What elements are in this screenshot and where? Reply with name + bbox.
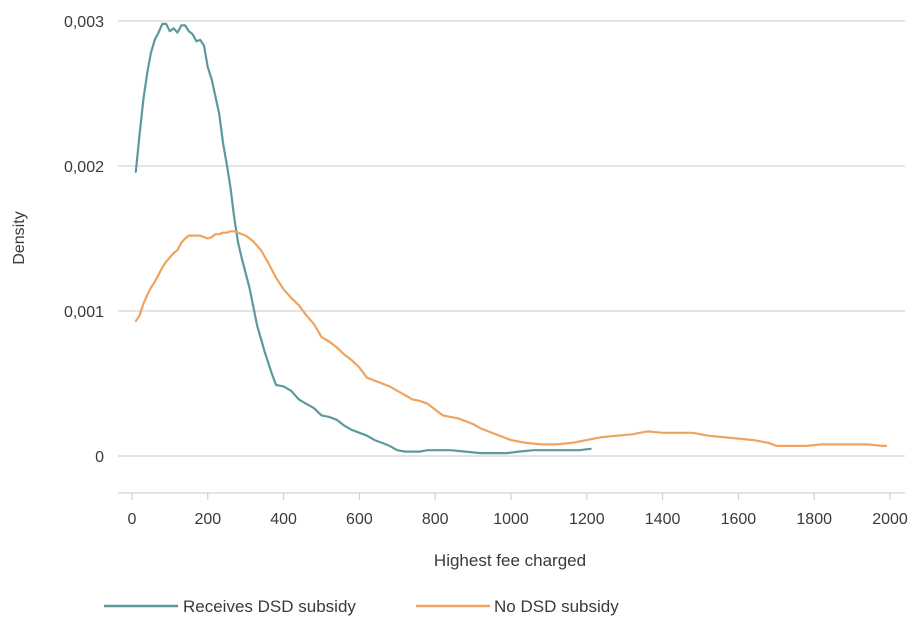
x-tick-label: 1800 — [796, 511, 832, 528]
y-tick-label: 0 — [95, 449, 104, 466]
series-line-0 — [134, 22, 592, 455]
legend-label: Receives DSD subsidy — [183, 597, 356, 616]
x-tick-label: 200 — [194, 511, 221, 528]
y-axis-label: Density — [11, 211, 28, 264]
x-tick-label: 0 — [128, 511, 137, 528]
x-tick-label: 2000 — [872, 511, 908, 528]
x-tick-label: 400 — [270, 511, 297, 528]
gridlines — [118, 20, 905, 457]
x-tick-label: 1000 — [493, 511, 529, 528]
x-axis-label: Highest fee charged — [434, 551, 586, 570]
y-tick-label: 0,001 — [64, 304, 104, 321]
y-tick-label: 0,003 — [64, 14, 104, 31]
x-tick-label: 1400 — [645, 511, 681, 528]
x-tick-label: 800 — [422, 511, 449, 528]
x-tick-label: 600 — [346, 511, 373, 528]
x-tick-label: 1600 — [721, 511, 757, 528]
y-axis: 0 0,001 0,002 0,003 — [64, 14, 104, 466]
x-axis: 0 200 400 600 800 1000 1200 1400 1600 1800 2000 — [118, 492, 908, 528]
y-tick-label: 0,002 — [64, 159, 104, 176]
x-tick-label: 1200 — [569, 511, 605, 528]
series-line-1 — [134, 230, 888, 447]
series-lines — [134, 22, 888, 455]
legend: Receives DSD subsidy No DSD subsidy — [104, 597, 619, 616]
legend-label: No DSD subsidy — [494, 597, 619, 616]
